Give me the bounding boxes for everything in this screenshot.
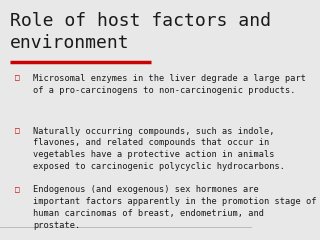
Text: Microsomal enzymes in the liver degrade a large part
of a pro-carcinogens to non: Microsomal enzymes in the liver degrade … (33, 74, 306, 95)
Text: Role of host factors and
environment: Role of host factors and environment (10, 12, 271, 52)
Text: Naturally occurring compounds, such as indole,
flavones, and related compounds t: Naturally occurring compounds, such as i… (33, 126, 285, 171)
Text: Endogenous (and exogenous) sex hormones are
important factors apparently in the : Endogenous (and exogenous) sex hormones … (33, 185, 316, 230)
Text: □: □ (15, 126, 20, 136)
Text: □: □ (15, 74, 20, 83)
Text: □: □ (15, 185, 20, 194)
